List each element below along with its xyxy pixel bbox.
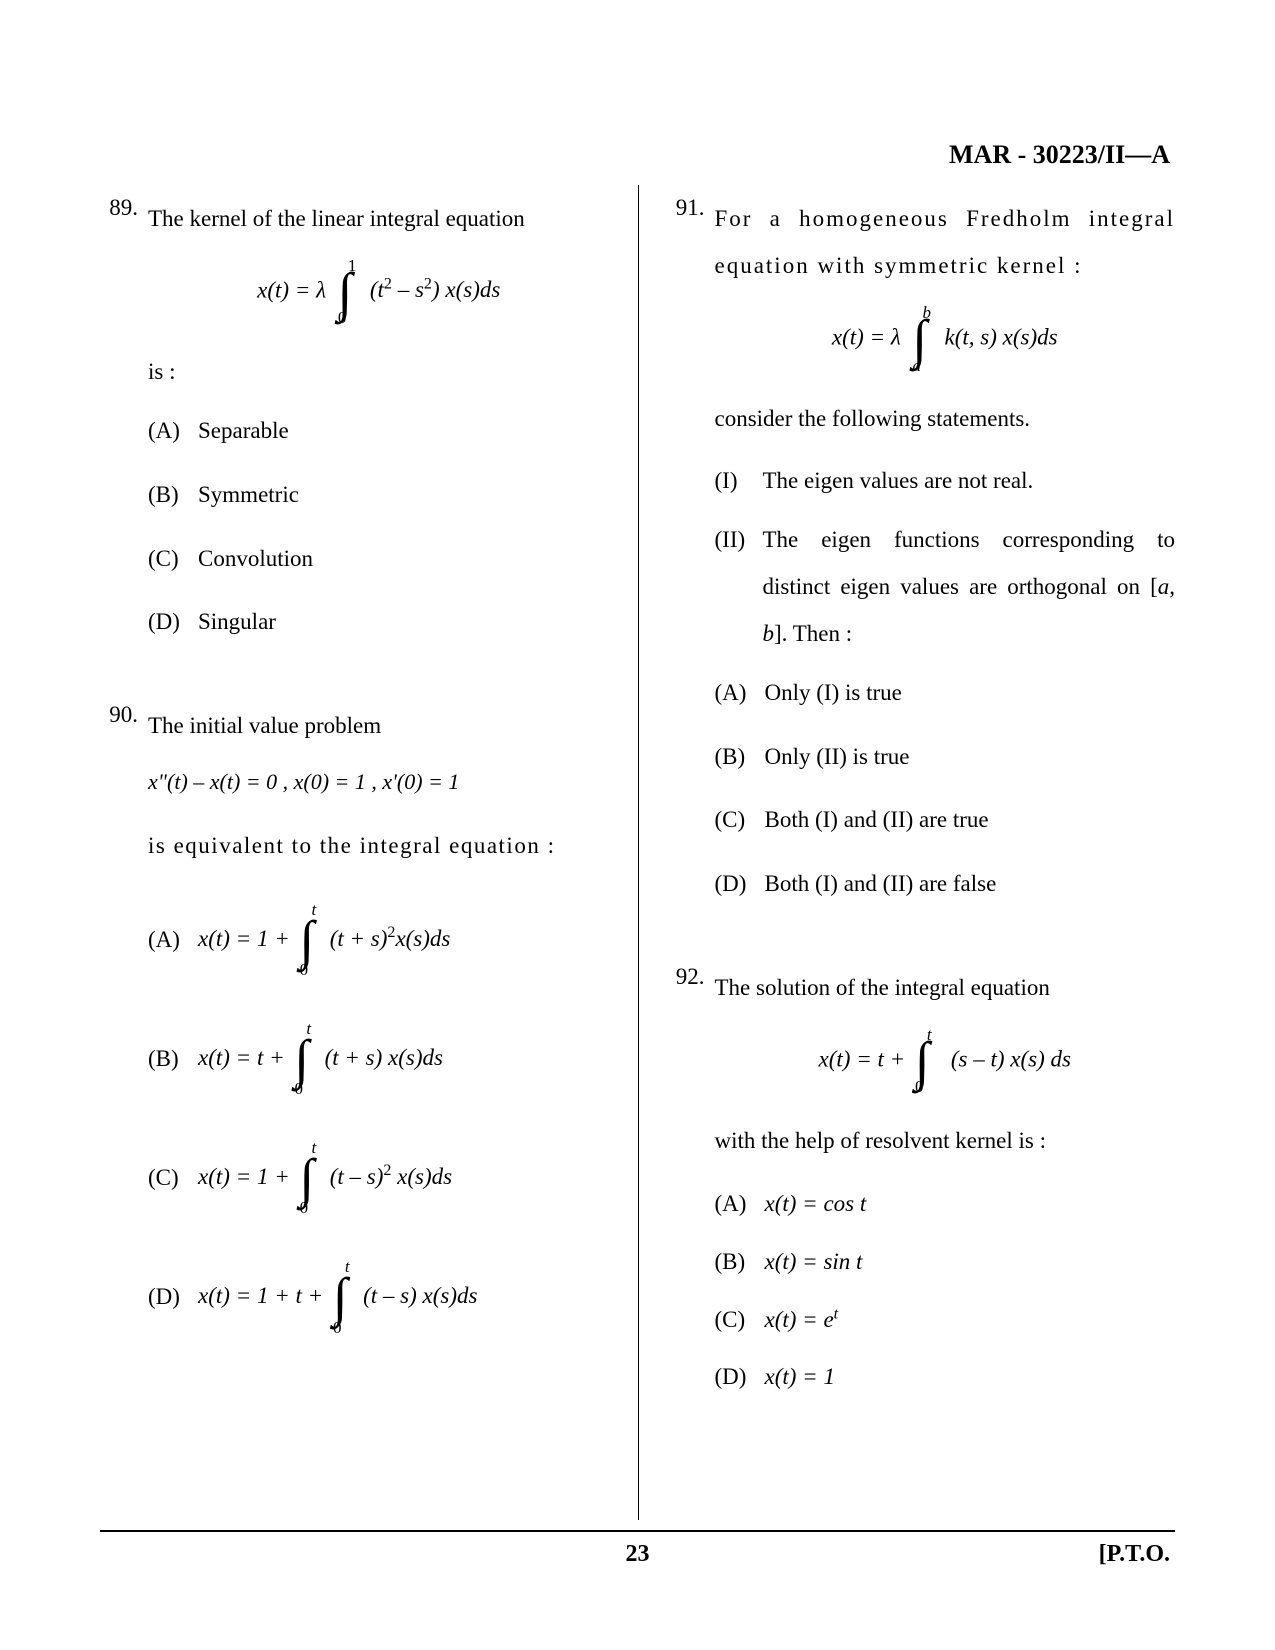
q89-option-b[interactable]: (B)Symmetric [148,473,610,517]
q90-option-b[interactable]: (B) x(t) = t + t∫0 (t + s) x(s)ds [148,1013,610,1106]
q89-option-c[interactable]: (C)Convolution [148,537,610,581]
q92-text-after: with the help of resolvent kernel is : [715,1117,1176,1164]
question-90: 90. The initial value problem x"(t) – x(… [100,702,610,1344]
opt-text: Convolution [198,537,313,581]
opt-text: Separable [198,409,289,453]
q91-text-before: For a homogeneous Fredholm integral equa… [715,195,1176,289]
opt-label: (B) [715,735,765,779]
q90-options: (A) x(t) = 1 + t∫0 (t + s)2x(s)ds (B) x(… [148,894,610,1344]
q92-option-a[interactable]: (A)x(t) = cos t [715,1182,1176,1226]
integral-block: 1 ∫ 0 [334,254,357,330]
q90-eq-line: x"(t) – x(t) = 0 , x(0) = 1 , x'(0) = 1 [148,759,610,804]
q90-number: 90. [100,702,148,728]
q89-number: 89. [100,195,148,221]
q91-option-a[interactable]: (A)Only (I) is true [715,671,1176,715]
q92-option-d[interactable]: (D)x(t) = 1 [715,1355,1176,1399]
opt-text: x(t) = sin t [765,1240,863,1284]
opt-label: (D) [715,862,765,906]
q91-text-after: consider the following statements. [715,395,1176,442]
opt-formula: x(t) = 1 + t∫0 (t + s)2x(s)ds [198,894,450,987]
q91-option-c[interactable]: (C)Both (I) and (II) are true [715,798,1176,842]
q92-option-b[interactable]: (B)x(t) = sin t [715,1240,1176,1284]
q91-option-b[interactable]: (B)Only (II) is true [715,735,1176,779]
roman-text: The eigen functions corres­ponding to di… [763,516,1176,657]
q91-stmt-i: (I) The eigen values are not real. [715,457,1176,504]
left-column: 89. The kernel of the linear integral eq… [100,185,638,1520]
page-number: 23 [0,1541,1275,1568]
opt-label: (C) [148,1156,198,1200]
q89-formula: x(t) = λ 1 ∫ 0 ((tt2 – s2) x(s)ds [148,254,610,330]
opt-text: x(t) = et [765,1298,839,1342]
q91-statements: (I) The eigen values are not real. (II) … [715,457,1176,658]
integral-block: t ∫ 0 [913,1023,932,1099]
q91-options: (A)Only (I) is true (B)Only (II) is true… [715,671,1176,906]
opt-label: (B) [148,473,198,517]
q90-text-before: The initial value problem [148,702,610,749]
opt-label: (C) [148,537,198,581]
header-code: MAR - 30223/II—A [949,140,1170,170]
q92-text-before: The solution of the integral equation [715,964,1176,1011]
opt-label: (A) [715,1182,765,1226]
opt-label: (C) [715,1298,765,1342]
question-89: 89. The kernel of the linear integral eq… [100,195,610,664]
opt-label: (A) [715,671,765,715]
opt-text: x(t) = cos t [765,1182,867,1226]
q89-text-after: is : [148,348,610,395]
q89-lhs: x(t) = λ [257,277,326,302]
opt-formula: x(t) = 1 + t + t∫0 (t – s) x(s)ds [198,1251,477,1344]
q90-option-c[interactable]: (C) x(t) = 1 + t∫0 (t – s)2 x(s)ds [148,1132,610,1225]
opt-label: (D) [148,600,198,644]
integral-block: b ∫ a [909,301,932,377]
q89-option-a[interactable]: (A)Separable [148,409,610,453]
q89-option-d[interactable]: (D)Singular [148,600,610,644]
opt-label: (D) [715,1355,765,1399]
opt-text: Both (I) and (II) are false [765,862,997,906]
q91-formula: x(t) = λ b ∫ a k(t, s) x(s)ds [715,301,1176,377]
opt-label: (A) [148,918,198,962]
opt-text: Only (I) is true [765,671,902,715]
sq2: 2 [424,276,432,293]
opt-text: Symmetric [198,473,299,517]
roman-label: (I) [715,457,763,504]
q92-options: (A)x(t) = cos t (B)x(t) = sin t (C)x(t) … [715,1182,1176,1399]
opt-text: Both (I) and (II) are true [765,798,989,842]
q91-option-d[interactable]: (D)Both (I) and (II) are false [715,862,1176,906]
opt-label: (C) [715,798,765,842]
sq1: 2 [384,276,392,293]
question-92: 92. The solution of the integral equatio… [667,964,1176,1413]
q92-lhs: x(t) = t + [819,1046,911,1071]
q89-text-before: The kernel of the linear integral equati… [148,195,610,242]
q90-option-d[interactable]: (D) x(t) = 1 + t + t∫0 (t – s) x(s)ds [148,1251,610,1344]
opt-formula: x(t) = 1 + t∫0 (t – s)2 x(s)ds [198,1132,452,1225]
q91-number: 91. [667,195,715,221]
opt-text: Singular [198,600,276,644]
opt-text: x(t) = 1 [765,1355,835,1399]
q89-options: (A)Separable (B)Symmetric (C)Convolution… [148,409,610,644]
roman-text: The eigen values are not real. [763,457,1176,504]
opt-label: (D) [148,1275,198,1319]
q92-number: 92. [667,964,715,990]
opt-text: Only (II) is true [765,735,910,779]
q90-text-after: is equivalent to the integral equation : [148,822,610,869]
pto-label: [P.T.O. [1099,1541,1170,1568]
question-91: 91. For a homogeneous Fredholm integral … [667,195,1176,926]
roman-label: (II) [715,516,763,657]
opt-formula: x(t) = t + t∫0 (t + s) x(s)ds [198,1013,443,1106]
q92-formula: x(t) = t + t ∫ 0 (s – t) x(s) ds [715,1023,1176,1099]
opt-label: (B) [715,1240,765,1284]
content-area: 89. The kernel of the linear integral eq… [100,185,1175,1520]
q92-option-c[interactable]: (C)x(t) = et [715,1298,1176,1342]
opt-label: (A) [148,409,198,453]
q91-stmt-ii: (II) The eigen functions corres­ponding … [715,516,1176,657]
right-column: 91. For a homogeneous Fredholm integral … [638,185,1176,1520]
q91-lhs: x(t) = λ [832,325,901,350]
opt-label: (B) [148,1037,198,1081]
footer-rule [100,1530,1175,1532]
q90-option-a[interactable]: (A) x(t) = 1 + t∫0 (t + s)2x(s)ds [148,894,610,987]
